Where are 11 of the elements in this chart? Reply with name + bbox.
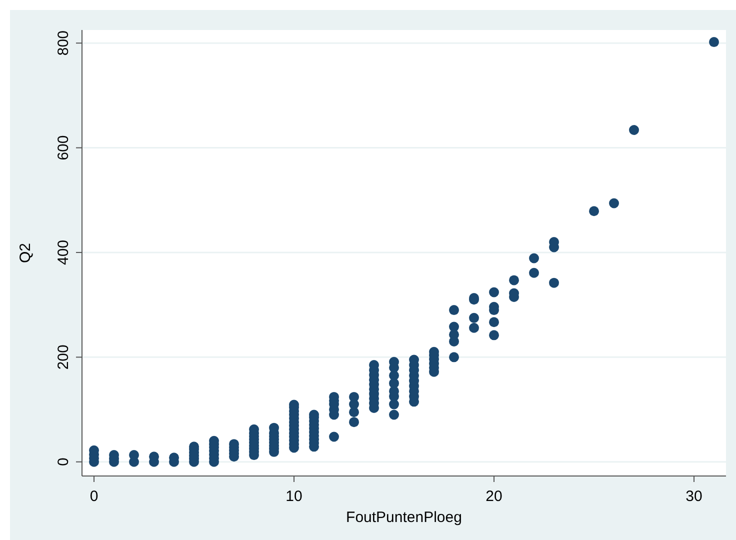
y-tick-label: 600 xyxy=(55,135,72,160)
x-tick-label: 0 xyxy=(90,488,98,505)
y-tick-label: 0 xyxy=(55,458,72,466)
x-tick-label: 30 xyxy=(686,488,702,505)
y-axis-title: Q2 xyxy=(17,242,34,264)
y-tick-label: 200 xyxy=(55,344,72,370)
x-tick-label: 20 xyxy=(486,488,502,505)
y-tick-label: 400 xyxy=(55,240,72,265)
x-tick-label: 10 xyxy=(286,488,302,505)
y-tick-label: 800 xyxy=(55,30,72,56)
x-axis-title: FoutPuntenPloeg xyxy=(346,509,462,526)
